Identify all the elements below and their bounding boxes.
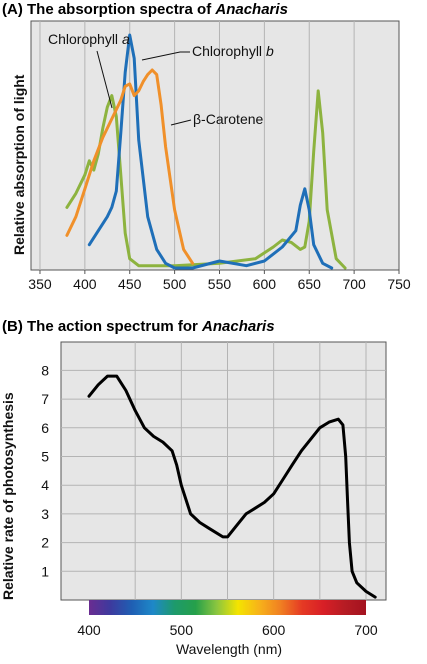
label-chlorophyll-a: Chlorophyll a	[48, 31, 130, 47]
panel-b-x-label: Wavelength (nm)	[176, 641, 282, 657]
panel-a-x-tick-label: 400	[73, 276, 97, 292]
panel-b-title-text: The action spectrum for	[27, 318, 198, 335]
panel-a-title: (A) The absorption spectra of Anacharis	[2, 1, 288, 18]
panel-b-y-tick-label: 1	[41, 563, 49, 579]
panel-a-plot-area	[30, 20, 400, 271]
panel-a-x-tick-label: 500	[163, 276, 187, 292]
panel-b-prefix: (B)	[2, 318, 23, 335]
leader-beta-carotene	[170, 119, 192, 126]
panel-b-y-tick-label: 6	[41, 420, 49, 436]
series-action-spectrum	[87, 374, 377, 599]
panel-b-x-tick-label: 500	[170, 622, 194, 638]
leader-chlorophyll-a	[96, 50, 113, 109]
panel-a-x-tick-label: 750	[387, 276, 411, 292]
panel-b-y-label: Relative rate of photosynthesis	[0, 392, 16, 600]
panel-b-title: (B) The action spectrum for Anacharis	[2, 318, 275, 335]
panel-a-series	[65, 33, 347, 270]
panel-a-x-tick-label: 350	[28, 276, 52, 292]
panel-b-species: Anacharis	[201, 318, 275, 335]
panel-b-grid	[61, 342, 386, 600]
leader-chlorophyll-b	[141, 51, 190, 61]
panel-b-plot-area	[60, 341, 387, 601]
panel-b-x-tick-label: 700	[354, 622, 378, 638]
panel-b-y-tick-label: 5	[41, 449, 49, 465]
panel-a-x-tick-label: 600	[253, 276, 277, 292]
panel-a-y-label: Relative absorption of light	[11, 74, 27, 255]
panel-b-x-ticks: 400 500 600 700	[77, 622, 378, 638]
panel-b-y-tick-label: 2	[41, 535, 49, 551]
panel-a-x-tick-label: 650	[298, 276, 322, 292]
panel-a-x-tick-label: 700	[342, 276, 366, 292]
panel-b-y-ticks: 1 2 3 4 5 6 7 8	[41, 362, 49, 579]
panel-b-y-tick-label: 7	[41, 391, 49, 407]
label-chlorophyll-b: Chlorophyll b	[192, 43, 274, 59]
panel-a-x-tick-label: 550	[208, 276, 232, 292]
label-beta-carotene: β-Carotene	[193, 111, 264, 127]
visible-spectrum-bar	[89, 600, 366, 615]
panel-a-prefix: (A)	[2, 1, 23, 18]
series-chlorophyll-a	[65, 89, 347, 270]
panel-b-y-tick-label: 4	[41, 477, 49, 493]
series-chlorophyll-b	[87, 33, 334, 270]
panel-b-x-tick-label: 600	[262, 622, 286, 638]
series-beta-carotene	[65, 68, 195, 265]
panel-b-x-tick-label: 400	[77, 622, 101, 638]
panel-a-x-ticks: 350 400 450 500 550 600 650 700 750	[28, 270, 411, 292]
panel-a-x-tick-label: 450	[118, 276, 142, 292]
panel-b-y-tick-label: 8	[41, 362, 49, 378]
panel-b-series	[87, 374, 377, 599]
panel-a-title-text: The absorption spectra of	[27, 1, 212, 18]
panel-a-species: Anacharis	[214, 1, 288, 18]
panel-b-y-tick-label: 3	[41, 506, 49, 522]
